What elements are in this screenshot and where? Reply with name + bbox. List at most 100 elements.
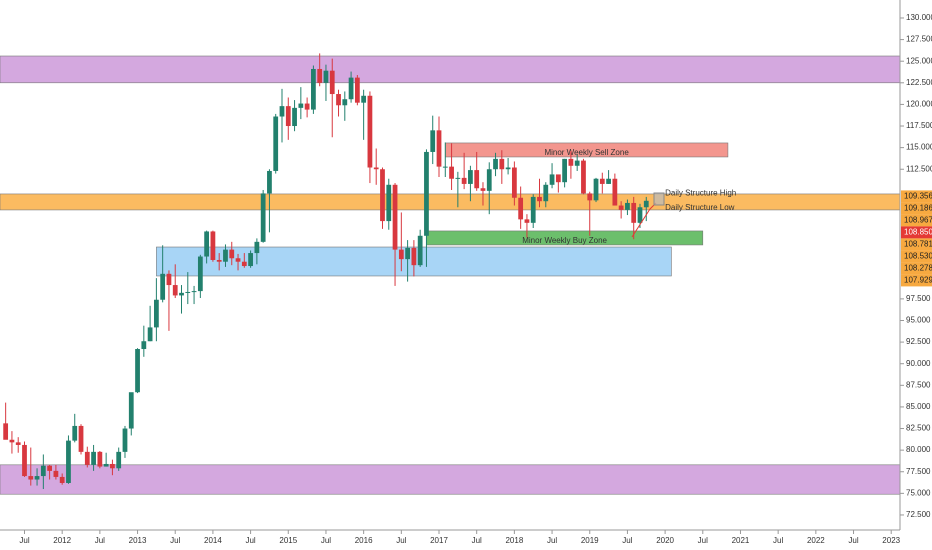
price-label-box	[901, 250, 932, 263]
candle-body	[405, 247, 410, 260]
candle-body	[518, 197, 524, 220]
x-tick-label: 2022	[807, 536, 825, 545]
price-label: 109.356	[904, 192, 932, 201]
candle-body	[392, 184, 398, 250]
candle-body	[135, 349, 140, 393]
candle-body	[141, 341, 147, 350]
annotation: Daily Structure Low	[665, 203, 735, 212]
candle-body	[285, 106, 291, 127]
y-tick-label: 127.500	[906, 35, 932, 44]
candle-body	[618, 205, 624, 210]
x-tick-label: Jul	[773, 536, 783, 545]
x-tick-label: 2012	[53, 536, 71, 545]
candle-body	[103, 463, 109, 467]
axes: 130.000 127.500 125.000 122.500 120.000 117.5…	[19, 13, 932, 545]
y-tick-label: 80.000	[906, 445, 931, 454]
candle-body	[380, 169, 385, 222]
candle-body	[524, 219, 530, 223]
candle-body	[367, 95, 373, 168]
candle-body	[191, 291, 197, 293]
candle-body	[568, 158, 574, 166]
candle-body	[216, 259, 222, 262]
x-tick-label: Jul	[547, 536, 557, 545]
candle-body	[166, 273, 172, 286]
candle-body	[84, 451, 90, 465]
candle-body	[53, 470, 59, 477]
candle-body	[185, 291, 191, 293]
candle-body	[241, 261, 247, 267]
candle-body	[354, 77, 360, 103]
candle-body	[66, 440, 71, 483]
price-label-box	[901, 226, 932, 239]
candle-body	[373, 167, 379, 170]
price-label: 109.186	[904, 204, 932, 213]
x-tick-label: Jul	[698, 536, 708, 545]
candle-body	[442, 166, 448, 168]
price-label-box	[901, 202, 932, 215]
candle-body	[505, 167, 511, 170]
candle-body	[537, 196, 542, 202]
x-tick-label: Jul	[245, 536, 255, 545]
candle-body	[15, 442, 21, 445]
y-tick-label: 117.500	[906, 121, 932, 130]
x-tick-label: 2021	[732, 536, 750, 545]
y-tick-label: 87.500	[906, 380, 931, 389]
x-tick-label: Jul	[848, 536, 858, 545]
zone	[0, 193, 901, 211]
candle-body	[587, 193, 593, 201]
candle-body	[223, 249, 228, 262]
y-tick-label: 75.000	[906, 488, 931, 497]
candle-body	[386, 184, 392, 222]
candle-body	[298, 103, 304, 108]
candle-body	[248, 253, 253, 267]
y-tick-label: 112.500	[906, 164, 932, 173]
candle-body	[292, 107, 297, 127]
x-tick-label: 2018	[505, 536, 523, 545]
candle-body	[631, 202, 637, 223]
x-tick-label: 2020	[656, 536, 674, 545]
candle-body	[486, 169, 492, 191]
candle-body	[160, 273, 166, 300]
y-tick-label: 125.000	[906, 56, 932, 65]
candle-body	[329, 70, 335, 95]
candle-body	[34, 476, 40, 480]
y-tick-label: 90.000	[906, 359, 931, 368]
x-tick-label: 2016	[355, 536, 373, 545]
candle-body	[116, 451, 122, 469]
candle-body	[574, 160, 580, 166]
candle-body	[411, 247, 417, 266]
y-tick-label: 92.500	[906, 337, 931, 346]
price-label: 108.530	[904, 252, 932, 261]
price-label-box	[901, 238, 932, 251]
candle-body	[612, 178, 618, 206]
candle-body	[122, 428, 128, 452]
candle-body	[511, 167, 517, 198]
candle-body	[197, 256, 203, 292]
price-label: 107.929	[904, 276, 932, 285]
candle-body	[317, 68, 323, 83]
candle-body	[555, 174, 561, 183]
annotations: Daily Structure High Daily Structure Low	[665, 189, 736, 212]
candle-body	[59, 476, 65, 483]
x-tick-label: Jul	[472, 536, 482, 545]
x-tick-label: Jul	[622, 536, 632, 545]
candle-body	[468, 170, 473, 184]
y-tick-label: 82.500	[906, 424, 931, 433]
candle-body	[210, 231, 216, 260]
candle-body	[348, 77, 354, 100]
x-tick-label: 2023	[882, 536, 900, 545]
candle-body	[449, 166, 454, 179]
x-tick-label: Jul	[170, 536, 180, 545]
drawing-box	[653, 192, 665, 206]
candle-body	[254, 241, 260, 254]
candle-body	[304, 103, 310, 110]
candle-body	[110, 463, 115, 469]
candle-body	[179, 292, 184, 296]
candle-body	[97, 451, 103, 467]
candle-body	[543, 184, 549, 202]
y-tick-label: 122.500	[906, 78, 932, 87]
candle-body	[279, 106, 285, 117]
y-tick-label: 95.000	[906, 316, 931, 325]
candle-body	[424, 151, 429, 236]
